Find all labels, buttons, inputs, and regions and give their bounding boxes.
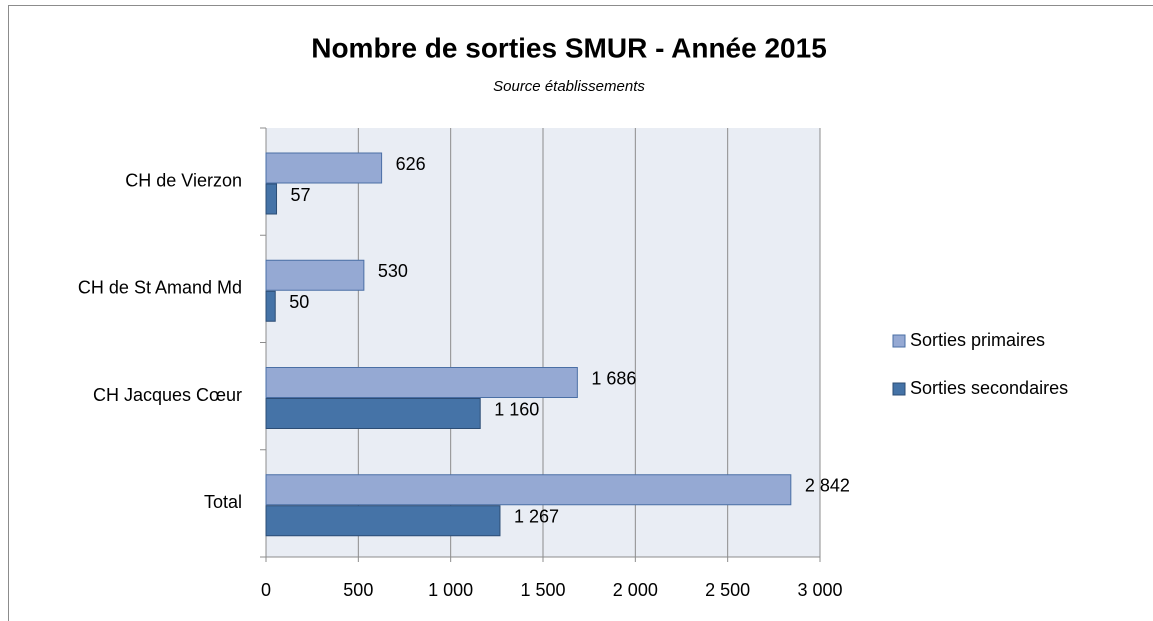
x-tick-label: 2 500 — [705, 580, 750, 600]
value-label: 1 160 — [494, 399, 539, 419]
legend-label: Sorties primaires — [910, 330, 1045, 350]
value-label: 1 267 — [514, 507, 559, 527]
y-tick-label: CH de St Amand Md — [78, 278, 242, 298]
chart-border — [8, 5, 1153, 621]
bar — [265, 290, 276, 322]
bar — [265, 505, 501, 537]
bar — [265, 367, 578, 398]
x-tick-label: 1 000 — [428, 580, 473, 600]
value-label: 57 — [291, 185, 311, 205]
chart-subtitle: Source établissements — [493, 78, 645, 95]
legend-swatch — [892, 382, 906, 396]
y-tick-label: CH de Vierzon — [125, 170, 242, 190]
bar — [265, 152, 383, 184]
bar — [265, 398, 481, 429]
x-tick-label: 3 000 — [797, 580, 842, 600]
value-label: 50 — [289, 292, 309, 312]
value-label: 626 — [396, 154, 426, 174]
y-tick-label: CH Jacques Cœur — [93, 385, 242, 405]
y-tick-label: Total — [204, 492, 242, 512]
bar — [265, 183, 278, 215]
x-tick-label: 2 000 — [613, 580, 658, 600]
x-tick-label: 500 — [343, 580, 373, 600]
value-label: 530 — [378, 261, 408, 281]
bar — [265, 474, 792, 506]
chart-title: Nombre de sorties SMUR - Année 2015 — [311, 32, 827, 63]
bar — [265, 259, 365, 291]
x-tick-label: 0 — [261, 580, 271, 600]
value-label: 2 842 — [805, 476, 850, 496]
legend-label: Sorties secondaires — [910, 378, 1068, 398]
legend-swatch — [892, 334, 906, 348]
value-label: 1 686 — [591, 368, 636, 388]
x-tick-label: 1 500 — [520, 580, 565, 600]
